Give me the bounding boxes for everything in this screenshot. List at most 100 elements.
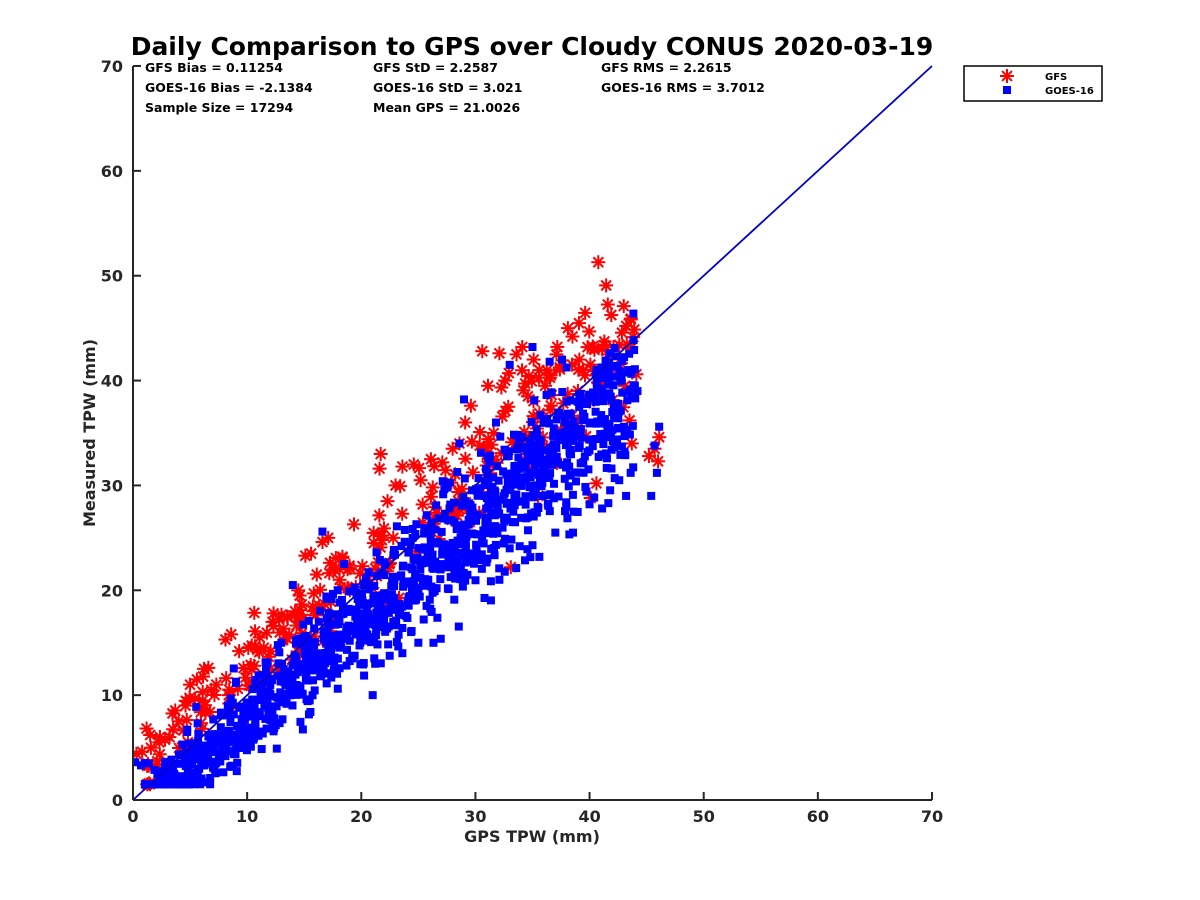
- gfs-point: [591, 255, 606, 270]
- goes16-point: [472, 540, 481, 549]
- goes16-point: [278, 698, 287, 707]
- goes16-point: [544, 501, 553, 510]
- goes16-point: [512, 490, 521, 499]
- goes16-point: [597, 411, 606, 420]
- goes16-point: [520, 444, 529, 453]
- goes16-point: [443, 483, 452, 492]
- y-tick-label: 50: [101, 267, 123, 286]
- goes16-point: [450, 570, 459, 579]
- stat-goes-bias: GOES-16 Bias = -2.1384: [145, 80, 313, 95]
- goes16-point: [570, 425, 579, 434]
- goes16-point: [606, 486, 615, 495]
- goes16-point: [546, 443, 555, 452]
- goes16-point: [375, 555, 384, 564]
- goes16-point: [320, 627, 329, 636]
- goes16-point: [371, 659, 380, 668]
- goes16-point: [257, 745, 266, 754]
- goes16-point: [404, 577, 413, 586]
- goes16-point: [495, 509, 504, 518]
- gfs-point: [494, 380, 509, 395]
- goes16-point: [480, 481, 489, 490]
- goes16-point: [610, 372, 619, 381]
- goes16-point: [394, 642, 403, 651]
- legend-box: [963, 65, 1103, 102]
- y-tick-label: 20: [101, 581, 123, 600]
- goes16-point: [604, 369, 613, 378]
- goes16-point: [326, 669, 335, 678]
- goes16-point: [229, 664, 238, 673]
- goes16-point: [380, 609, 389, 618]
- goes16-point: [599, 440, 608, 449]
- goes16-point: [322, 637, 331, 646]
- goes16-point: [229, 737, 238, 746]
- goes16-point: [249, 712, 258, 721]
- goes16-point: [512, 444, 521, 453]
- goes16-point: [503, 478, 512, 487]
- goes16-point: [525, 438, 534, 447]
- goes16-point: [514, 453, 523, 462]
- gfs-point: [480, 378, 495, 393]
- goes16-point: [628, 421, 637, 430]
- goes16-point: [229, 710, 238, 719]
- goes16-point: [387, 581, 396, 590]
- goes16-point: [529, 468, 538, 477]
- goes16-point: [521, 492, 530, 501]
- gfs-point: [543, 398, 558, 413]
- goes16-point: [647, 491, 656, 500]
- goes16-point: [507, 535, 516, 544]
- goes16-point: [245, 707, 254, 716]
- goes16-point: [436, 634, 445, 643]
- goes16-point: [193, 767, 202, 776]
- goes16-point: [261, 714, 270, 723]
- goes16-point: [521, 556, 530, 565]
- goes16-point: [423, 553, 432, 562]
- goes16-point: [262, 724, 271, 733]
- goes16-point: [251, 680, 260, 689]
- goes16-point: [333, 669, 342, 678]
- goes16-point: [401, 611, 410, 620]
- goes16-point: [585, 418, 594, 427]
- goes16-point: [453, 536, 462, 545]
- goes16-point: [272, 702, 281, 711]
- goes16-point: [163, 780, 172, 789]
- goes16-point: [370, 596, 379, 605]
- goes16-point: [407, 627, 416, 636]
- goes16-point: [466, 506, 475, 515]
- goes16-point: [327, 595, 336, 604]
- goes16-point: [489, 473, 498, 482]
- gfs-point: [183, 677, 198, 692]
- gfs-point: [524, 374, 539, 389]
- goes16-point: [512, 497, 521, 506]
- goes16-point: [483, 554, 492, 563]
- goes16-point: [575, 402, 584, 411]
- gfs-point: [219, 671, 234, 686]
- goes16-point: [450, 563, 459, 572]
- x-tick-label: 40: [578, 807, 600, 826]
- goes16-point: [384, 622, 393, 631]
- goes16-point: [604, 499, 613, 508]
- goes16-point: [454, 622, 463, 631]
- goes16-point: [263, 658, 272, 667]
- goes16-point: [545, 473, 554, 482]
- goes16-point: [601, 429, 610, 438]
- gfs-point: [372, 508, 387, 523]
- goes16-point: [426, 531, 435, 540]
- goes16-point: [399, 582, 408, 591]
- goes16-point: [455, 439, 464, 448]
- goes16-point: [630, 381, 639, 390]
- goes16-point: [225, 711, 234, 720]
- goes16-point: [564, 482, 573, 491]
- gfs-point: [139, 721, 154, 736]
- goes16-point: [482, 528, 491, 537]
- goes16-point: [590, 493, 599, 502]
- gfs-point: [247, 658, 262, 673]
- goes16-point: [330, 659, 339, 668]
- goes16-point: [470, 530, 479, 539]
- y-axis-label: Measured TPW (mm): [80, 339, 99, 527]
- goes16-point: [178, 740, 187, 749]
- goes16-point: [598, 504, 607, 513]
- goes16-point: [558, 355, 567, 364]
- goes16-point: [480, 593, 489, 602]
- gfs-point: [475, 344, 490, 359]
- goes16-point: [353, 617, 362, 626]
